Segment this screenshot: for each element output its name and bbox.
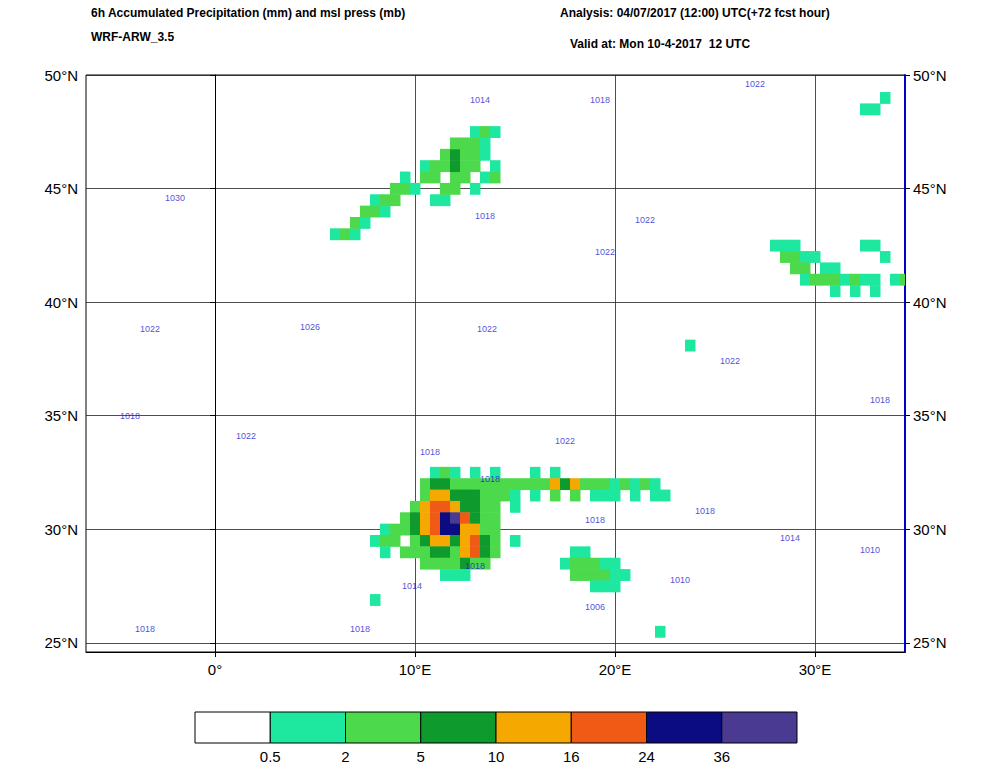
svg-text:40°N: 40°N bbox=[913, 294, 947, 311]
svg-text:1018: 1018 bbox=[870, 395, 890, 405]
svg-text:WRF-ARW_3.5: WRF-ARW_3.5 bbox=[91, 30, 174, 44]
svg-text:6h Accumulated Precipitation (: 6h Accumulated Precipitation (mm) and ms… bbox=[91, 6, 405, 20]
svg-text:45°N: 45°N bbox=[44, 180, 78, 197]
svg-text:2: 2 bbox=[341, 748, 349, 765]
svg-text:25°N: 25°N bbox=[913, 634, 947, 651]
svg-text:0.5: 0.5 bbox=[260, 748, 281, 765]
svg-text:1022: 1022 bbox=[477, 324, 497, 334]
svg-text:1014: 1014 bbox=[470, 95, 490, 105]
svg-text:1018: 1018 bbox=[135, 624, 155, 634]
svg-text:24: 24 bbox=[638, 748, 655, 765]
svg-text:1014: 1014 bbox=[402, 581, 422, 591]
svg-text:25°N: 25°N bbox=[44, 634, 78, 651]
svg-text:1018: 1018 bbox=[590, 95, 610, 105]
svg-text:10: 10 bbox=[488, 748, 505, 765]
svg-text:40°N: 40°N bbox=[44, 294, 78, 311]
svg-text:Valid at: Mon 10-4-2017 12 UT: Valid at: Mon 10-4-2017 12 UTC bbox=[570, 37, 750, 51]
svg-text:1022: 1022 bbox=[595, 247, 615, 257]
svg-text:1018: 1018 bbox=[120, 411, 140, 421]
svg-text:1006: 1006 bbox=[585, 602, 605, 612]
svg-text:1018: 1018 bbox=[465, 561, 485, 571]
svg-text:1018: 1018 bbox=[475, 211, 495, 221]
svg-text:0°: 0° bbox=[208, 661, 222, 678]
svg-text:35°N: 35°N bbox=[913, 407, 947, 424]
svg-text:30°E: 30°E bbox=[799, 661, 832, 678]
svg-text:1026: 1026 bbox=[300, 322, 320, 332]
svg-text:Analysis: 04/07/2017 (12:00) U: Analysis: 04/07/2017 (12:00) UTC(+72 fcs… bbox=[560, 6, 830, 20]
svg-text:30°N: 30°N bbox=[913, 521, 947, 538]
svg-text:10°E: 10°E bbox=[399, 661, 432, 678]
svg-text:50°N: 50°N bbox=[913, 67, 947, 84]
svg-text:1018: 1018 bbox=[350, 624, 370, 634]
svg-text:16: 16 bbox=[563, 748, 580, 765]
svg-text:1018: 1018 bbox=[585, 515, 605, 525]
svg-text:45°N: 45°N bbox=[913, 180, 947, 197]
svg-text:35°N: 35°N bbox=[44, 407, 78, 424]
svg-text:1014: 1014 bbox=[780, 533, 800, 543]
svg-text:36: 36 bbox=[713, 748, 730, 765]
svg-text:1010: 1010 bbox=[670, 575, 690, 585]
svg-text:1022: 1022 bbox=[236, 431, 256, 441]
svg-text:1022: 1022 bbox=[140, 324, 160, 334]
svg-text:1022: 1022 bbox=[555, 436, 575, 446]
svg-text:1018: 1018 bbox=[420, 447, 440, 457]
svg-text:1010: 1010 bbox=[860, 545, 880, 555]
svg-text:50°N: 50°N bbox=[44, 67, 78, 84]
svg-text:1018: 1018 bbox=[695, 506, 715, 516]
svg-text:1030: 1030 bbox=[165, 193, 185, 203]
svg-text:1018: 1018 bbox=[480, 474, 500, 484]
svg-text:1022: 1022 bbox=[635, 215, 655, 225]
svg-text:5: 5 bbox=[417, 748, 425, 765]
svg-text:30°N: 30°N bbox=[44, 521, 78, 538]
svg-text:20°E: 20°E bbox=[599, 661, 632, 678]
svg-text:1022: 1022 bbox=[720, 356, 740, 366]
svg-text:1022: 1022 bbox=[745, 79, 765, 89]
